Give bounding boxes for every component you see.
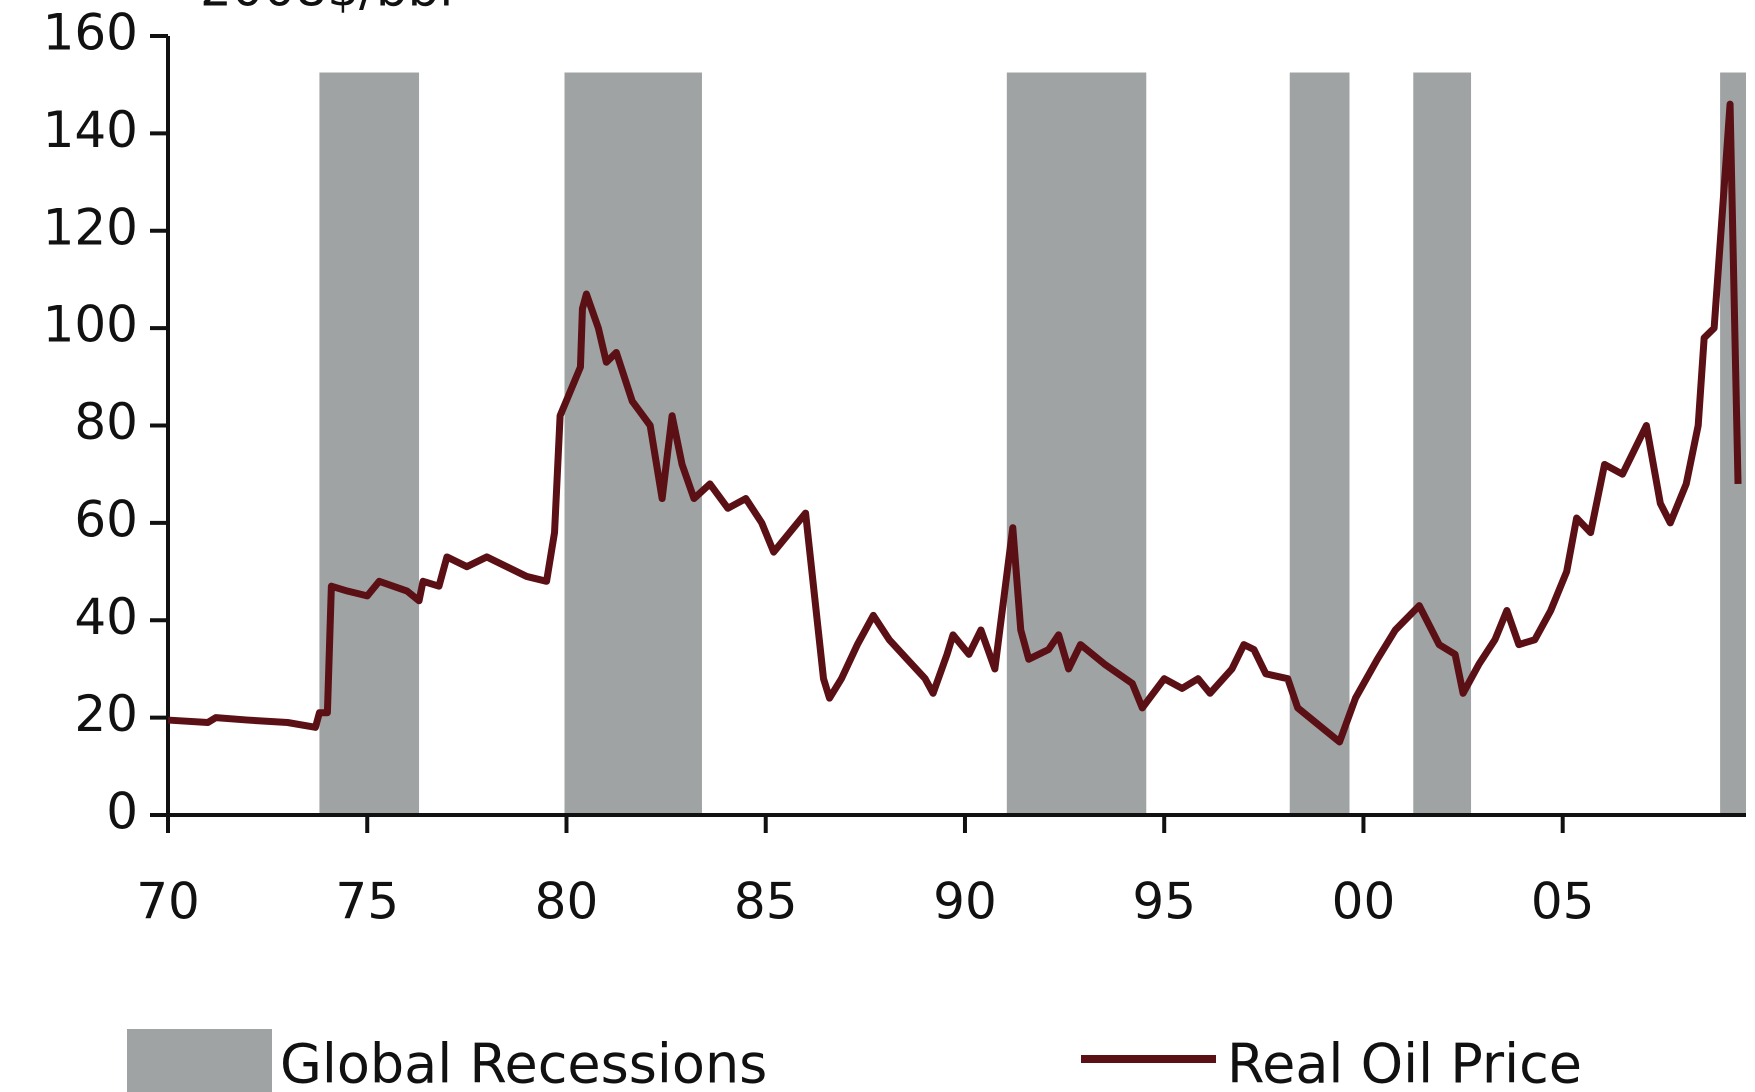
x-tick-label: 90 xyxy=(933,873,997,931)
x-tick-label: 00 xyxy=(1332,873,1396,931)
x-tick-label: 80 xyxy=(535,873,599,931)
recession-band xyxy=(1413,72,1472,815)
legend-swatch xyxy=(127,1029,272,1092)
x-tick-label: 05 xyxy=(1531,873,1595,931)
recession-band xyxy=(1289,72,1350,815)
y-tick-label: 100 xyxy=(43,296,138,354)
y-tick-label: 140 xyxy=(43,101,138,159)
recession-band xyxy=(1006,72,1147,815)
y-tick-label: 80 xyxy=(74,393,138,451)
y-tick-label: 40 xyxy=(74,588,138,646)
oil-price-line xyxy=(167,100,1742,746)
y-tick-label: 20 xyxy=(74,685,138,743)
y-tick-label: 60 xyxy=(74,490,138,548)
x-tick-label: 95 xyxy=(1132,873,1196,931)
y-tick-label: 120 xyxy=(43,198,138,256)
legend-label: Real Oil Price xyxy=(1227,1033,1582,1092)
y-tick-label: 0 xyxy=(106,783,138,841)
legend-label: Global Recessions xyxy=(280,1033,767,1092)
x-tick-label: 70 xyxy=(136,873,200,931)
x-tick-label: 75 xyxy=(335,873,399,931)
y-tick-label: 160 xyxy=(43,4,138,62)
recession-band xyxy=(319,72,420,815)
y-axis-label: 2008$/bbl xyxy=(200,0,453,18)
x-tick-label: 85 xyxy=(734,873,798,931)
